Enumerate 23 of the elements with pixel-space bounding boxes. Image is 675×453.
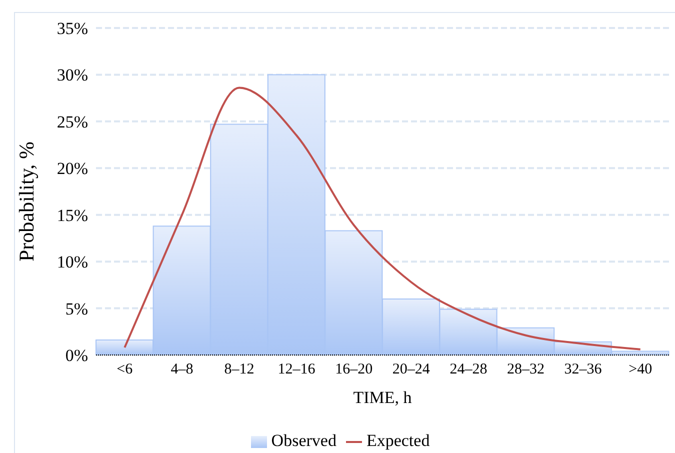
- y-tick-label: 30%: [56, 66, 88, 85]
- legend-label: Observed: [271, 431, 336, 450]
- x-tick-label: 24–28: [450, 362, 488, 378]
- y-tick-label: 10%: [56, 252, 88, 272]
- x-tick-label: 32–36: [564, 362, 602, 378]
- x-tick-label: 8–12: [224, 362, 254, 378]
- x-tick-label: 16–20: [335, 362, 373, 378]
- y-tick-label: 20%: [56, 159, 88, 178]
- x-tick-label: <6: [116, 362, 134, 378]
- y-axis-title: Probability, %: [14, 142, 38, 262]
- y-tick-label: 15%: [56, 206, 88, 225]
- legend-label: Expected: [366, 431, 430, 450]
- y-tick-label: 5%: [65, 299, 88, 318]
- x-axis-title: TIME, h: [353, 388, 412, 407]
- x-tick-label: 4–8: [170, 362, 194, 378]
- line-series: [124, 86, 642, 350]
- y-tick-label: 0%: [65, 346, 88, 366]
- x-tick-label: 12–16: [278, 362, 316, 378]
- x-tick-label: >40: [628, 362, 652, 378]
- x-tick-label: 28–32: [507, 362, 544, 378]
- x-tick-label: 20–24: [392, 362, 430, 378]
- y-tick-label: 35%: [56, 19, 88, 38]
- y-tick-label: 25%: [56, 112, 88, 132]
